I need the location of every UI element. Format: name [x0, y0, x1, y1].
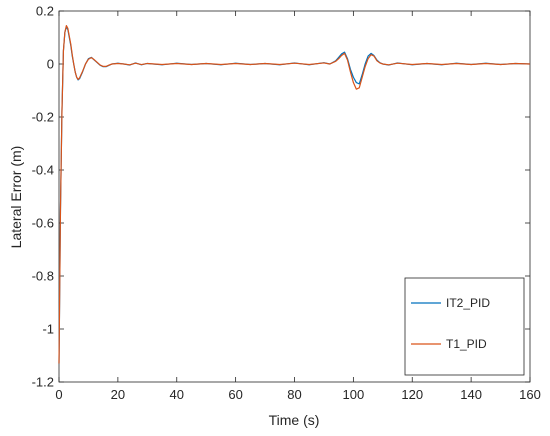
y-tick-label: 0 — [47, 57, 54, 72]
legend-box — [404, 277, 525, 376]
x-tick-label: 100 — [343, 387, 365, 402]
legend-label-t1-pid: T1_PID — [446, 337, 487, 351]
x-tick-label: 40 — [170, 387, 184, 402]
x-axis-label: Time (s) — [269, 412, 320, 428]
axis-ticks: 0 20 40 60 80 100 120 140 160 -1.2 -1 -0.8 -0.6 -0.4 -… — [32, 4, 541, 403]
x-tick-label: 120 — [401, 387, 423, 402]
y-tick-label: -0.4 — [32, 163, 54, 178]
x-tick-label: 60 — [228, 387, 242, 402]
x-tick-label: 160 — [519, 387, 541, 402]
x-tick-label: 140 — [460, 387, 482, 402]
legend: IT2_PID T1_PID — [404, 277, 525, 376]
y-tick-label: -1.2 — [32, 375, 54, 390]
y-tick-label: -1 — [42, 322, 54, 337]
x-tick-label: 20 — [111, 387, 125, 402]
x-tick-label: 80 — [287, 387, 301, 402]
series-line-t1-pid — [58, 24, 531, 364]
series-layer — [58, 24, 531, 364]
x-tick-label: 0 — [55, 387, 62, 402]
legend-label-it2-pid: IT2_PID — [446, 296, 490, 310]
y-tick-label: -0.8 — [32, 269, 54, 284]
y-tick-label: 0.2 — [36, 4, 54, 19]
y-tick-label: -0.2 — [32, 110, 54, 125]
y-tick-label: -0.6 — [32, 216, 54, 231]
y-axis-label: Lateral Error (m) — [8, 146, 24, 249]
